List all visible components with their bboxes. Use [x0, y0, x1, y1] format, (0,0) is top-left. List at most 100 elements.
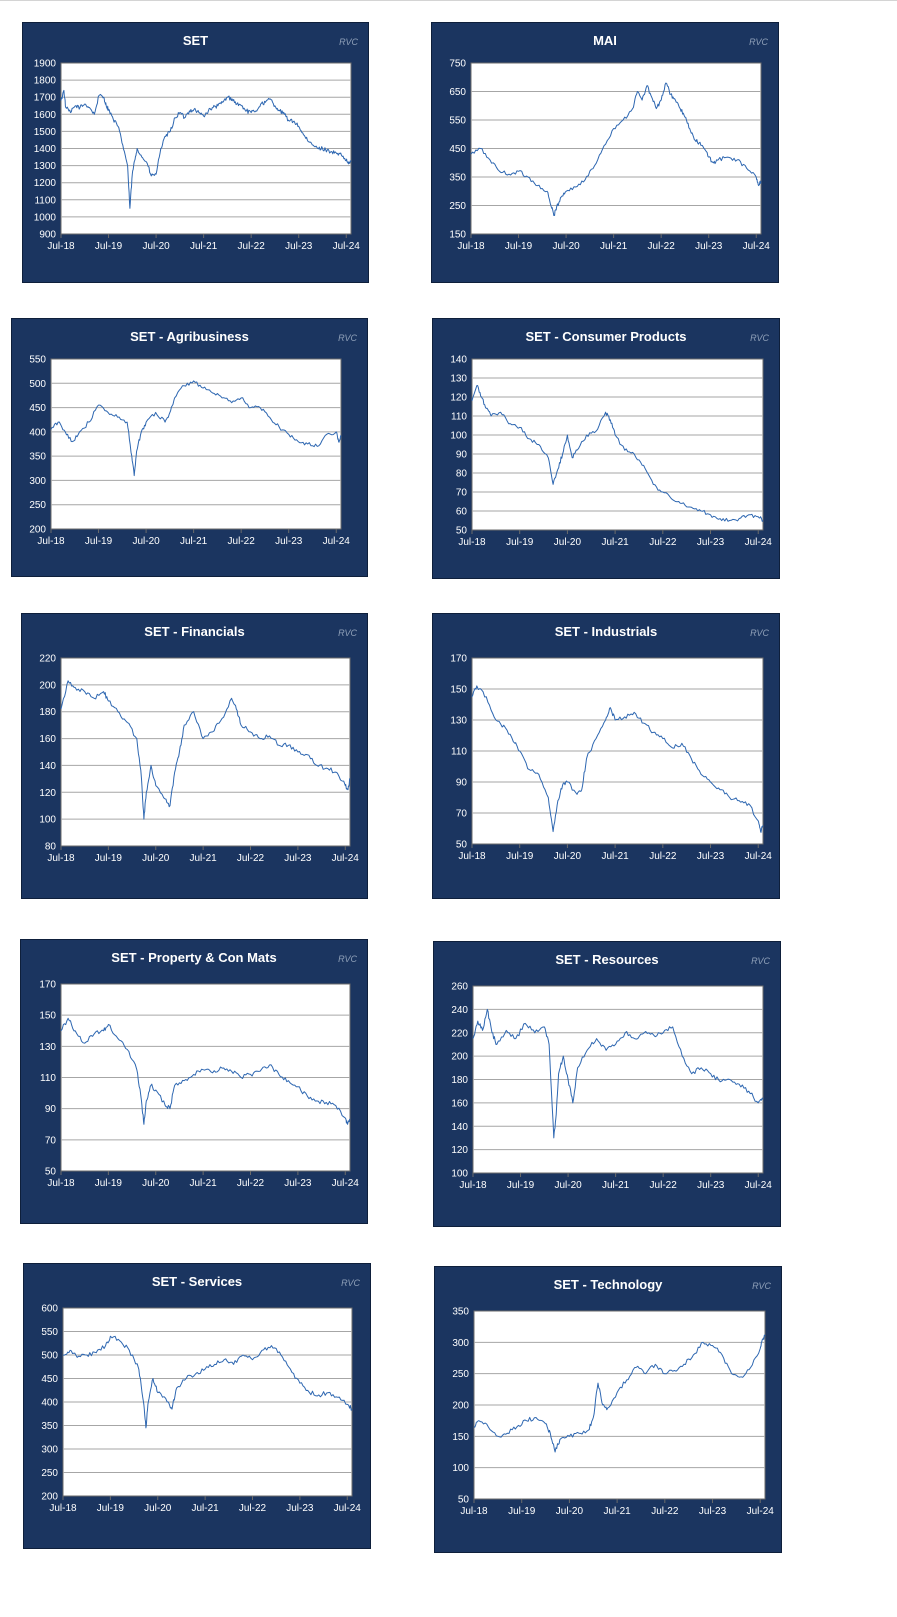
- y-tick-label: 160: [39, 734, 56, 745]
- y-tick-label: 550: [41, 1327, 58, 1338]
- x-tick-label: Jul-21: [190, 1178, 218, 1189]
- series-line: [50, 380, 342, 477]
- y-tick-label: 100: [452, 1463, 469, 1474]
- y-tick-label: 200: [29, 525, 46, 536]
- x-tick-label: Jul-23: [697, 1180, 725, 1191]
- y-tick-label: 200: [41, 1492, 58, 1503]
- rvc-watermark: RVC: [749, 37, 768, 47]
- y-tick-label: 400: [41, 1398, 58, 1409]
- y-tick-label: 450: [449, 144, 466, 155]
- y-tick-label: 150: [39, 1011, 56, 1022]
- x-tick-label: Jul-24: [323, 536, 351, 547]
- y-tick-label: 650: [449, 87, 466, 98]
- x-tick-label: Jul-24: [332, 853, 360, 864]
- chart-panel-technology: SET - Technology RVC 50 100 150 200 250 300 35…: [434, 1266, 782, 1553]
- x-tick-label: Jul-23: [697, 851, 725, 862]
- chart-svg: 900 1000 1100 1200 1300 1400 1500 1600 1700 1800 1…: [34, 59, 361, 253]
- chart-title: MAI: [593, 33, 617, 48]
- series-line: [60, 89, 352, 209]
- rvc-watermark: RVC: [338, 954, 357, 964]
- x-tick-label: Jul-22: [237, 1178, 265, 1189]
- x-tick-label: Jul-23: [284, 1178, 312, 1189]
- x-tick-label: Jul-19: [95, 241, 123, 252]
- y-tick-label: 180: [451, 1075, 468, 1086]
- y-tick-label: 90: [456, 450, 468, 461]
- y-tick-label: 110: [40, 1073, 56, 1084]
- series-line: [471, 385, 764, 522]
- x-tick-label: Jul-18: [460, 1506, 488, 1517]
- x-tick-label: Jul-20: [552, 241, 580, 252]
- y-tick-label: 1800: [34, 76, 57, 87]
- y-tick-label: 70: [45, 1135, 57, 1146]
- chart-svg: 200 250 300 350 400 450 500 550 600 Jul-18 Jul-19 J…: [41, 1304, 361, 1515]
- x-tick-label: Jul-21: [601, 537, 629, 548]
- chart-title: SET - Financials: [144, 624, 245, 639]
- y-tick-label: 750: [449, 59, 466, 70]
- y-tick-label: 140: [450, 355, 467, 366]
- chart-title: SET - Services: [151, 1274, 243, 1289]
- chart-title: SET: [182, 33, 209, 48]
- x-tick-label: Jul-20: [556, 1506, 584, 1517]
- x-tick-label: Jul-18: [47, 1178, 75, 1189]
- y-tick-label: 550: [29, 355, 46, 366]
- chart-svg: 100 120 140 160 180 200 220 240 260 Jul-18 Jul-19 J…: [451, 982, 772, 1192]
- y-tick-label: 80: [456, 469, 468, 480]
- x-tick-label: Jul-18: [457, 241, 485, 252]
- x-tick-label: Jul-19: [506, 851, 534, 862]
- rvc-watermark: RVC: [750, 628, 769, 638]
- x-tick-label: Jul-20: [132, 536, 160, 547]
- y-tick-label: 200: [452, 1401, 469, 1412]
- y-tick-label: 1100: [34, 195, 56, 206]
- y-tick-label: 300: [41, 1445, 58, 1456]
- chart-panel-agribusiness: SET - Agribusiness RVC 200 250 300 350 400 45…: [11, 318, 368, 577]
- y-tick-label: 130: [39, 1042, 56, 1053]
- y-tick-label: 250: [449, 201, 466, 212]
- x-tick-label: Jul-22: [650, 1180, 678, 1191]
- y-tick-label: 100: [450, 431, 467, 442]
- chart-panel-consumer-products: SET - Consumer Products RVC 50 60 70 80 90 10…: [432, 318, 780, 579]
- y-tick-label: 900: [39, 230, 56, 241]
- y-tick-label: 400: [29, 427, 46, 438]
- series-line: [62, 1335, 353, 1429]
- x-tick-label: Jul-20: [144, 1503, 172, 1514]
- y-tick-label: 250: [29, 500, 46, 511]
- y-tick-label: 90: [456, 778, 468, 789]
- chart-title: SET - Resources: [555, 952, 659, 967]
- chart-panel-set: SET RVC 900 1000 1100 1200 1300 1400 1500 1600 1…: [22, 22, 369, 283]
- rvc-watermark: RVC: [338, 628, 357, 638]
- y-tick-label: 90: [45, 1104, 57, 1115]
- plot-area: [471, 358, 764, 531]
- y-tick-label: 1500: [34, 127, 57, 138]
- y-tick-label: 140: [451, 1122, 468, 1133]
- y-tick-label: 250: [452, 1369, 469, 1380]
- chart-svg: 150 250 350 450 550 650 750 Jul-18 Jul-19 Jul-20 J…: [449, 59, 770, 253]
- y-tick-label: 60: [456, 507, 468, 518]
- y-tick-label: 300: [29, 476, 46, 487]
- x-tick-label: Jul-21: [601, 851, 629, 862]
- x-tick-label: Jul-21: [192, 1503, 220, 1514]
- y-tick-label: 140: [39, 761, 56, 772]
- chart-panel-mai: MAI RVC 150 250 350 450 550 650 750 Jul-18 Jul-1…: [431, 22, 779, 283]
- x-tick-label: Jul-21: [603, 1506, 631, 1517]
- x-tick-label: Jul-21: [602, 1180, 630, 1191]
- chart-title: SET - Property & Con Mats: [111, 950, 277, 965]
- x-tick-label: Jul-24: [333, 241, 361, 252]
- chart-svg: 50 70 90 110 130 150 170 Jul-18 Jul-19 Jul-20 Jul-…: [39, 980, 359, 1190]
- y-tick-label: 170: [450, 654, 467, 665]
- page-top-rule: [0, 0, 897, 1]
- y-tick-label: 220: [451, 1028, 468, 1039]
- x-tick-label: Jul-24: [745, 851, 773, 862]
- x-tick-label: Jul-18: [47, 853, 75, 864]
- y-tick-label: 50: [458, 1495, 470, 1506]
- rvc-watermark: RVC: [750, 333, 769, 343]
- y-tick-label: 260: [451, 982, 468, 993]
- y-tick-label: 350: [41, 1421, 58, 1432]
- y-tick-label: 450: [41, 1374, 58, 1385]
- y-tick-label: 150: [450, 685, 467, 696]
- y-tick-label: 180: [39, 707, 56, 718]
- y-tick-label: 70: [456, 809, 468, 820]
- y-tick-label: 1200: [34, 178, 57, 189]
- x-tick-label: Jul-19: [97, 1503, 125, 1514]
- x-tick-label: Jul-20: [554, 537, 582, 548]
- chart-panel-industrials: SET - Industrials RVC 50 70 90 110 130 150 170…: [432, 613, 780, 899]
